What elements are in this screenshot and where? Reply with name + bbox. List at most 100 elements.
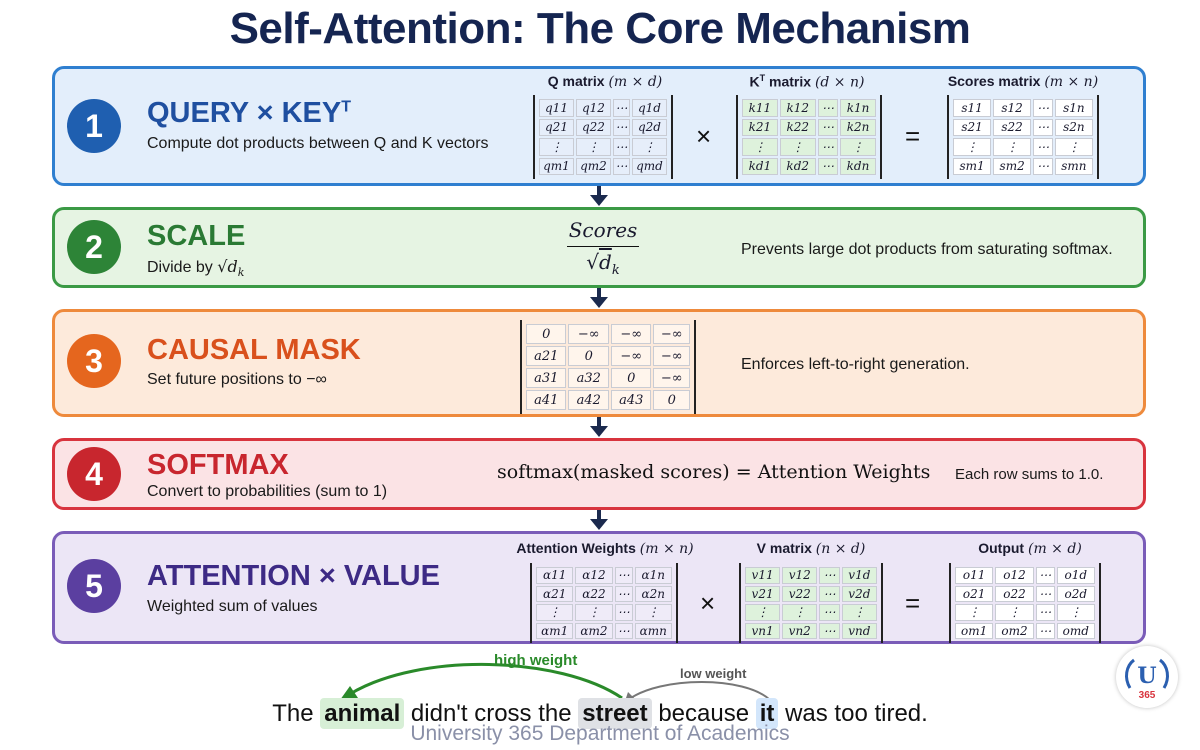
step-title-attention-value: ATTENTION × VALUE (147, 560, 440, 592)
matrix-row: ⋮ ⋮ ⋯ ⋮ (536, 604, 672, 621)
university-logo: U 365 (1116, 646, 1178, 708)
matrix-row: ⋮ ⋮ ⋯ ⋮ (745, 604, 877, 621)
matrix-row: a41 a42 a43 0 (526, 390, 690, 410)
matrix-row: q21 q22 ⋯ q2d (539, 118, 667, 136)
q-matrix: q11 q12 ⋯ q1d q21 q22 ⋯ q2d ⋮ ⋮ ⋯ ⋮ qm1 qm2 ⋯ qmd (533, 95, 673, 179)
matrix-row: s11 s12 ⋯ s1n (953, 99, 1093, 117)
softmax-formula: softmax(masked scores) = Attention Weigh… (497, 461, 931, 483)
matrix-row: ⋮ ⋮ ⋯ ⋮ (539, 138, 667, 156)
matrix-cell: sm1 (953, 157, 992, 175)
step-number-3: 3 (67, 334, 121, 388)
matrix-cell: ⋯ (614, 585, 633, 602)
high-weight-arc (349, 663, 623, 700)
matrix-cell: k1n (840, 99, 876, 117)
matrix-cell: a31 (526, 368, 567, 388)
matrix-cell: ⋮ (539, 138, 574, 156)
matrix-cell: ⋯ (1033, 118, 1053, 136)
matrix-cell: vn1 (745, 622, 781, 639)
matrix-cell: ⋮ (575, 138, 611, 156)
scale-note: Prevents large dot products from saturat… (741, 241, 1113, 258)
matrix-cell: 0 (610, 368, 652, 388)
matrix-row: ⋮ ⋮ ⋯ ⋮ (742, 138, 876, 156)
matrix-cell: s11 (953, 99, 992, 117)
matrix-cell: smn (1054, 157, 1093, 175)
matrix-cell: o1d (1056, 567, 1095, 584)
matrix-cell: 0 (653, 390, 690, 410)
matrix-cell: ⋯ (1035, 585, 1055, 602)
matrix-cell: ⋮ (953, 138, 992, 156)
matrix-cell: α12 (575, 567, 613, 584)
step-title-query-key: QUERY × KEYT (147, 97, 351, 129)
matrix-cell: ⋮ (955, 604, 994, 621)
matrix-cell: ⋮ (575, 604, 613, 621)
step-causal-mask: 3 CAUSAL MASK Set future positions to −∞… (52, 309, 1146, 417)
matrix-cell: k21 (742, 118, 778, 136)
high-weight-arrowhead (340, 686, 358, 700)
matrix-cell: −∞ (653, 324, 690, 344)
step-query-key: 1 QUERY × KEYT Compute dot products betw… (52, 66, 1146, 186)
word-animal: animal (320, 698, 405, 729)
matrix-cell: ⋯ (614, 622, 633, 639)
kt-matrix: k11 k12 ⋯ k1n k21 k22 ⋯ k2n ⋮ ⋮ ⋯ ⋮ kd1 kd2 ⋯ kdn (736, 95, 882, 179)
matrix-cell: ⋯ (1035, 567, 1055, 584)
matrix-cell: ⋮ (841, 604, 877, 621)
step-desc-attention-value: Weighted sum of values (147, 598, 318, 615)
matrix-cell: α2n (634, 585, 672, 602)
mask-note: Enforces left-to-right generation. (741, 356, 970, 373)
word-was-too-tired: was too tired. (785, 700, 928, 727)
scale-denominator: √dk (586, 250, 620, 278)
step-number-5: 5 (67, 559, 121, 613)
matrix-cell: ⋯ (1035, 622, 1055, 639)
matrix-cell: α1n (634, 567, 672, 584)
matrix-cell: ⋯ (817, 118, 839, 136)
matrix-row: s21 s22 ⋯ s2n (953, 118, 1093, 136)
step-desc-scale: Divide by √dk (147, 257, 245, 280)
matrix-cell: ⋮ (536, 604, 574, 621)
matrix-cell: ⋮ (634, 604, 672, 621)
matrix-cell: s21 (953, 118, 992, 136)
matrix-cell: ⋯ (612, 157, 630, 175)
word-because: because (658, 700, 750, 727)
matrix-row: α21 α22 ⋯ α2n (536, 585, 672, 602)
matrix-cell: ⋯ (612, 118, 630, 136)
laurel-icon: U 365 (1125, 658, 1169, 701)
matrix-cell: om1 (955, 622, 994, 639)
matrix-row: q11 q12 ⋯ q1d (539, 99, 667, 117)
matrix-cell: ⋮ (993, 138, 1032, 156)
matrix-cell: sm2 (993, 157, 1032, 175)
matrix-row: a21 0 −∞ −∞ (526, 346, 690, 366)
matrix-row: αm1 αm2 ⋯ αmn (536, 622, 672, 639)
matrix-cell: qm1 (539, 157, 574, 175)
matrix-cell: ⋮ (745, 604, 781, 621)
matrix-cell: o11 (955, 567, 994, 584)
attention-weights-label: Attention Weights (m × n) (516, 540, 694, 557)
step-number-1: 1 (67, 99, 121, 153)
matrix-row: a31 a32 0 −∞ (526, 368, 690, 388)
matrix-cell: kd2 (779, 157, 816, 175)
matrix-row: vn1 vn2 ⋯ vnd (745, 622, 877, 639)
matrix-cell: q1d (631, 99, 667, 117)
matrix-cell: ⋯ (614, 567, 633, 584)
matrix-cell: a42 (568, 390, 609, 410)
flow-arrow-4 (590, 510, 608, 530)
mask-matrix: 0 −∞ −∞ −∞ a21 0 −∞ −∞ a31 a32 0 −∞ a41 a42 a43 0 (520, 320, 696, 414)
q-table: q11 q12 ⋯ q1d q21 q22 ⋯ q2d ⋮ ⋮ ⋯ ⋮ qm1 qm2 ⋯ qmd (537, 97, 669, 177)
matrix-cell: q21 (539, 118, 574, 136)
example-sentence: The animal didn't cross the street becau… (0, 698, 1200, 729)
matrix-cell: α11 (536, 567, 574, 584)
matrix-row: om1 om2 ⋯ omd (955, 622, 1095, 639)
word-didnt-cross-the: didn't cross the (410, 700, 572, 727)
step-title-causal-mask: CAUSAL MASK (147, 334, 361, 366)
output-matrix-label: Output (m × d) (978, 540, 1082, 557)
matrix-row: ⋮ ⋮ ⋯ ⋮ (953, 138, 1093, 156)
matrix-cell: q22 (575, 118, 611, 136)
matrix-cell: k11 (742, 99, 778, 117)
matrix-cell: q12 (575, 99, 611, 117)
step-number-2: 2 (67, 220, 121, 274)
equals-operator-2: = (905, 588, 921, 618)
matrix-row: v21 v22 ⋯ v2d (745, 585, 877, 602)
matrix-row: ⋮ ⋮ ⋯ ⋮ (955, 604, 1095, 621)
matrix-cell: o22 (995, 585, 1034, 602)
matrix-cell: −∞ (610, 346, 652, 366)
matrix-cell: ⋯ (1033, 99, 1053, 117)
